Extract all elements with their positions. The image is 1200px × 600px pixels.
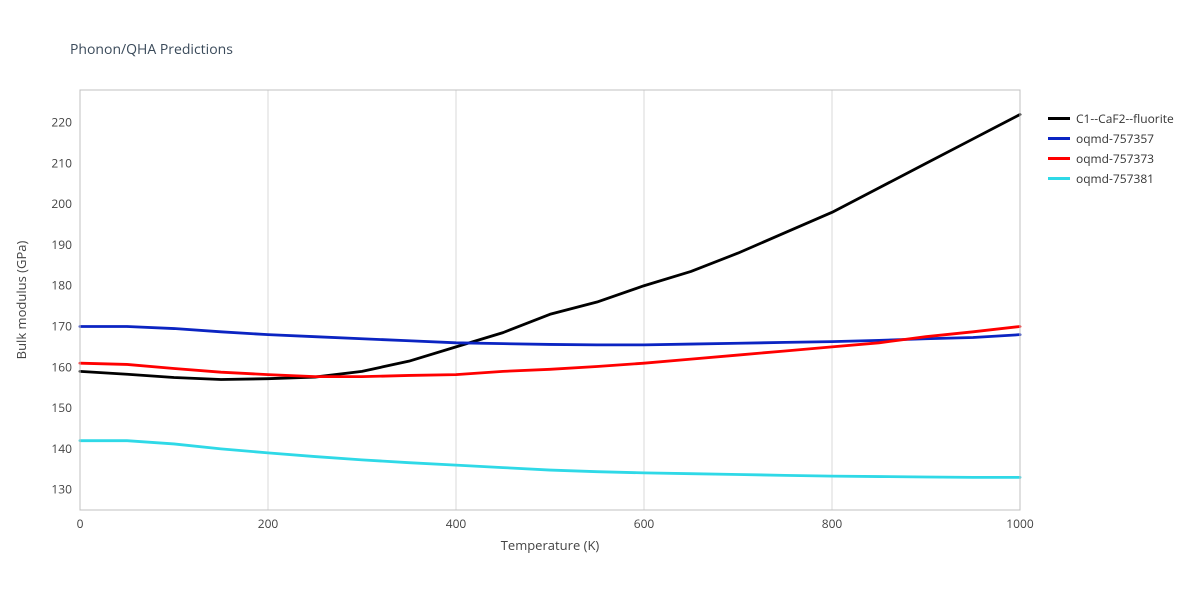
y-tick-label: 220: [51, 114, 72, 131]
legend: C1--CaF2--fluorite oqmd-757357 oqmd-757373…: [1048, 108, 1174, 188]
legend-label: C1--CaF2--fluorite: [1076, 110, 1174, 127]
chart-title: Phonon/QHA Predictions: [70, 40, 233, 59]
x-axis-label: Temperature (K): [501, 536, 600, 554]
y-tick-label: 190: [51, 236, 72, 253]
x-tick-label: 600: [634, 515, 655, 532]
legend-label: oqmd-757373: [1076, 150, 1154, 167]
x-tick-label: 1000: [1006, 515, 1034, 532]
y-tick-label: 150: [51, 399, 72, 416]
legend-item-2[interactable]: oqmd-757373: [1048, 148, 1174, 168]
y-tick-label: 160: [51, 358, 72, 375]
y-tick-label: 200: [51, 195, 72, 212]
y-tick-label: 210: [51, 154, 72, 171]
legend-item-1[interactable]: oqmd-757357: [1048, 128, 1174, 148]
x-tick-label: 400: [446, 515, 467, 532]
x-tick-label: 0: [77, 515, 84, 532]
x-tick-label: 800: [822, 515, 843, 532]
legend-swatch: [1048, 137, 1070, 140]
legend-label: oqmd-757357: [1076, 130, 1154, 147]
y-tick-label: 180: [51, 277, 72, 294]
y-axis-label: Bulk modulus (GPa): [12, 241, 30, 360]
y-tick-label: 170: [51, 318, 72, 335]
legend-swatch: [1048, 177, 1070, 180]
y-tick-label: 130: [51, 481, 72, 498]
x-tick-labels: 0 200 400 600 800 1000: [77, 515, 1034, 532]
y-tick-labels: 130 140 150 160 170 180 190 200 210 220: [51, 114, 72, 498]
legend-item-3[interactable]: oqmd-757381: [1048, 168, 1174, 188]
x-tick-label: 200: [258, 515, 279, 532]
legend-item-0[interactable]: C1--CaF2--fluorite: [1048, 108, 1174, 128]
legend-swatch: [1048, 117, 1070, 120]
plot-background: [80, 90, 1020, 510]
legend-swatch: [1048, 157, 1070, 160]
y-tick-label: 140: [51, 440, 72, 457]
legend-label: oqmd-757381: [1076, 170, 1154, 187]
line-chart: 02004006008001000 1301401501601701801902…: [80, 90, 1020, 510]
